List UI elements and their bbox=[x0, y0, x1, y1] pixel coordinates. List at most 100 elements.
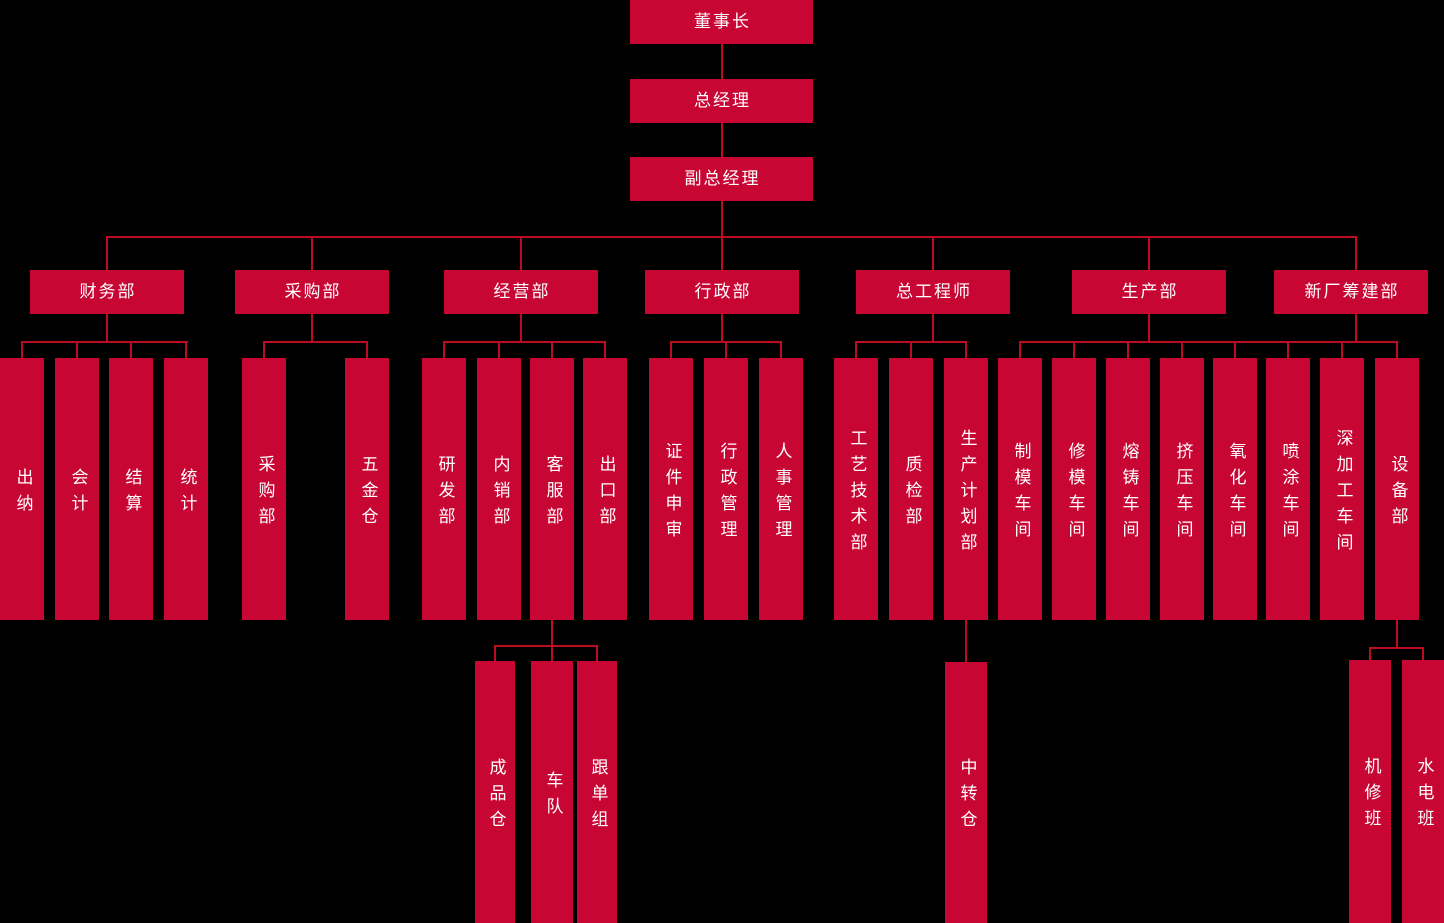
node-admin-management-label: 行政管理 bbox=[716, 441, 737, 546]
node-finance-dept: 财务部 bbox=[30, 270, 184, 314]
node-new-plant-prep-dept-label: 新厂筹建部 bbox=[1304, 281, 1400, 302]
connector-line bbox=[965, 620, 967, 662]
connector-top-bus bbox=[106, 236, 1357, 238]
node-hr-management-label: 人事管理 bbox=[771, 441, 792, 546]
connector-bus bbox=[1369, 647, 1424, 649]
connector-line bbox=[130, 341, 132, 358]
node-deputy-general-manager-label: 副总经理 bbox=[684, 168, 761, 189]
connector-line bbox=[910, 341, 912, 358]
node-domestic-sales-dept: 内销部 bbox=[477, 358, 521, 620]
connector-line bbox=[1148, 314, 1150, 341]
connector-line bbox=[1181, 341, 1183, 358]
node-statistics: 统计 bbox=[164, 358, 208, 620]
node-plumbing-electric-team: 水电班 bbox=[1402, 660, 1444, 923]
node-chairman: 董事长 bbox=[630, 0, 813, 44]
node-settlement: 结算 bbox=[109, 358, 153, 620]
connector-line bbox=[311, 314, 313, 341]
node-purchasing-sub-dept: 采购部 bbox=[242, 358, 286, 620]
node-production-planning-dept: 生产计划部 bbox=[944, 358, 988, 620]
node-settlement-label: 结算 bbox=[121, 467, 142, 520]
node-general-manager-label: 总经理 bbox=[694, 90, 751, 111]
connector-line bbox=[366, 341, 368, 358]
connector-line bbox=[21, 341, 23, 358]
node-finished-goods-warehouse-label: 成品仓 bbox=[485, 757, 506, 836]
node-machine-repair-team: 机修班 bbox=[1349, 660, 1391, 923]
node-order-follow-up-group-label: 跟单组 bbox=[587, 757, 608, 836]
node-extrusion-workshop-label: 挤压车间 bbox=[1172, 441, 1193, 546]
node-finance-dept-label: 财务部 bbox=[79, 281, 137, 302]
node-process-tech-dept-label: 工艺技术部 bbox=[846, 428, 867, 559]
connector-line bbox=[498, 341, 500, 358]
node-accounting-label: 会计 bbox=[67, 467, 88, 520]
node-export-dept: 出口部 bbox=[583, 358, 627, 620]
node-hardware-warehouse-label: 五金仓 bbox=[357, 454, 378, 533]
connector-line bbox=[1422, 647, 1424, 660]
node-equipment-dept: 设备部 bbox=[1375, 358, 1419, 620]
node-cashier-label: 出纳 bbox=[12, 467, 33, 520]
connector-line bbox=[721, 236, 723, 270]
connector-line bbox=[780, 341, 782, 358]
connector-line bbox=[721, 44, 723, 79]
connector-line bbox=[520, 314, 522, 341]
connector-line bbox=[725, 341, 727, 358]
node-purchasing-dept: 采购部 bbox=[235, 270, 389, 314]
connector-line bbox=[106, 236, 108, 270]
connector-line bbox=[551, 645, 553, 661]
node-equipment-dept-label: 设备部 bbox=[1387, 454, 1408, 533]
connector-bus bbox=[443, 341, 606, 343]
connector-line bbox=[551, 341, 553, 358]
connector-line bbox=[932, 236, 934, 270]
node-chief-engineer: 总工程师 bbox=[856, 270, 1010, 314]
connector-line bbox=[494, 645, 496, 661]
connector-line bbox=[1127, 341, 1129, 358]
connector-bus bbox=[263, 341, 367, 343]
node-production-planning-dept-label: 生产计划部 bbox=[956, 428, 977, 559]
connector-line bbox=[1396, 620, 1398, 647]
connector-line bbox=[551, 620, 553, 645]
node-purchasing-sub-dept-label: 采购部 bbox=[254, 454, 275, 533]
node-production-dept: 生产部 bbox=[1072, 270, 1226, 314]
node-customer-service-dept: 客服部 bbox=[530, 358, 574, 620]
connector-line bbox=[1073, 341, 1075, 358]
node-admin-dept-label: 行政部 bbox=[694, 281, 752, 302]
node-process-tech-dept: 工艺技术部 bbox=[834, 358, 878, 620]
node-plumbing-electric-team-label: 水电班 bbox=[1413, 757, 1434, 835]
node-mold-repair-workshop-label: 修模车间 bbox=[1064, 441, 1085, 546]
node-purchasing-dept-label: 采购部 bbox=[284, 281, 342, 302]
node-fleet: 车队 bbox=[531, 661, 573, 923]
node-chief-engineer-label: 总工程师 bbox=[896, 281, 972, 302]
node-deputy-general-manager: 副总经理 bbox=[630, 157, 813, 201]
connector-line bbox=[185, 341, 187, 358]
connector-line bbox=[1341, 341, 1343, 358]
node-order-follow-up-group: 跟单组 bbox=[577, 661, 617, 923]
connector-line bbox=[1355, 236, 1357, 270]
connector-line bbox=[721, 314, 723, 341]
connector-line bbox=[1019, 341, 1021, 358]
node-mold-repair-workshop: 修模车间 bbox=[1052, 358, 1096, 620]
node-deep-processing-workshop-label: 深加工车间 bbox=[1332, 428, 1353, 559]
node-spraying-workshop-label: 喷涂车间 bbox=[1278, 441, 1299, 546]
node-fleet-label: 车队 bbox=[542, 770, 563, 823]
connector-line bbox=[520, 236, 522, 270]
node-oxidation-workshop: 氧化车间 bbox=[1213, 358, 1257, 620]
node-certificate-application-label: 证件申审 bbox=[661, 441, 682, 546]
connector-line bbox=[1369, 647, 1371, 660]
node-admin-management: 行政管理 bbox=[704, 358, 748, 620]
connector-line bbox=[1396, 341, 1398, 358]
connector-line bbox=[106, 314, 108, 341]
connector-line bbox=[311, 236, 313, 270]
node-hr-management: 人事管理 bbox=[759, 358, 803, 620]
node-admin-dept: 行政部 bbox=[645, 270, 799, 314]
node-operations-dept-label: 经营部 bbox=[493, 281, 551, 302]
node-mold-making-workshop: 制模车间 bbox=[998, 358, 1042, 620]
node-rd-dept: 研发部 bbox=[422, 358, 466, 620]
node-general-manager: 总经理 bbox=[630, 79, 813, 123]
node-new-plant-prep-dept: 新厂筹建部 bbox=[1274, 270, 1428, 314]
connector-line bbox=[443, 341, 445, 358]
connector-bus bbox=[22, 341, 188, 343]
connector-line bbox=[1148, 236, 1150, 270]
node-statistics-label: 统计 bbox=[176, 467, 197, 520]
node-chairman-label: 董事长 bbox=[694, 11, 751, 32]
connector-line bbox=[1355, 314, 1357, 341]
